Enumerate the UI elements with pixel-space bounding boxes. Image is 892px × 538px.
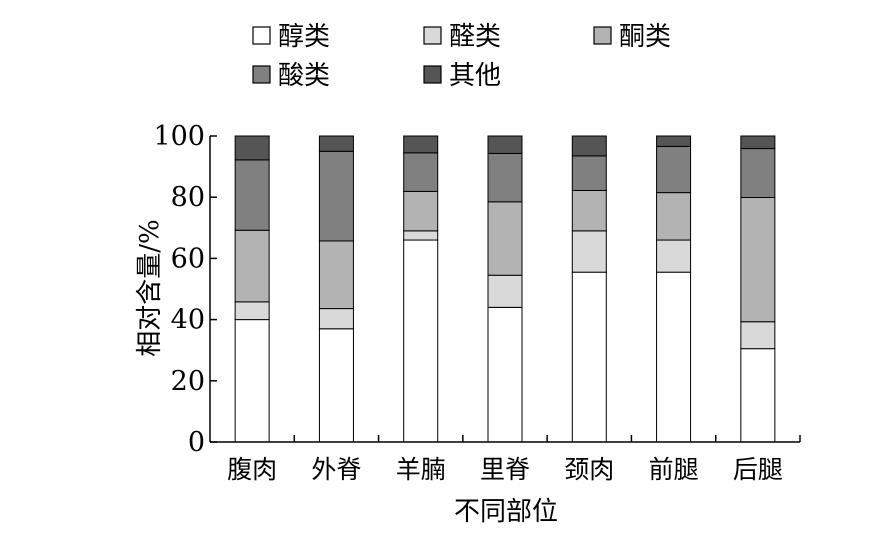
bar-segment-7-4 bbox=[740, 148, 776, 199]
bar-segment-4-5 bbox=[487, 135, 523, 154]
legend-swatch bbox=[252, 26, 271, 45]
bar-segment-1-2 bbox=[234, 301, 270, 321]
x-tick-label: 外脊 bbox=[311, 455, 361, 484]
bar-segment-2-3 bbox=[318, 240, 354, 310]
legend-item-2: 醛类 bbox=[423, 22, 501, 52]
bar-segment-1-5 bbox=[234, 135, 270, 161]
legend-swatch bbox=[423, 65, 442, 84]
y-tick-label: 20 bbox=[171, 366, 205, 397]
bar-segment-5-4 bbox=[571, 155, 607, 191]
bar-segment-5-1 bbox=[571, 271, 607, 443]
legend-swatch bbox=[423, 26, 442, 45]
bar-segment-3-4 bbox=[403, 152, 439, 192]
bar-segment-5-2 bbox=[571, 230, 607, 273]
bar-segment-4-3 bbox=[487, 201, 523, 276]
bar-segment-1-1 bbox=[234, 319, 270, 443]
y-tick-label: 80 bbox=[171, 182, 205, 213]
plot-area bbox=[234, 135, 776, 443]
legend-item-1: 醇类 bbox=[252, 22, 330, 52]
x-tick-label: 前腿 bbox=[649, 455, 699, 484]
legend-label: 酮类 bbox=[619, 22, 671, 52]
bar-segment-7-5 bbox=[740, 135, 776, 150]
legend-swatch bbox=[252, 65, 271, 84]
bar-segment-7-1 bbox=[740, 348, 776, 443]
bar-segment-1-4 bbox=[234, 159, 270, 231]
legend-label: 其他 bbox=[449, 61, 501, 91]
bar-segment-6-3 bbox=[656, 192, 692, 241]
x-axis-title: 不同部位 bbox=[454, 497, 558, 527]
y-axis-title: 相对含量/% bbox=[135, 219, 165, 356]
bar-segment-2-5 bbox=[318, 135, 354, 152]
bar-segment-3-1 bbox=[403, 239, 439, 443]
bar-segment-5-5 bbox=[571, 135, 607, 157]
x-tick-label: 里脊 bbox=[480, 455, 530, 484]
bar-segment-3-5 bbox=[403, 135, 439, 154]
x-tick-label: 后腿 bbox=[733, 455, 783, 484]
y-tick-label: 40 bbox=[171, 305, 205, 336]
legend-item-4: 酸类 bbox=[252, 61, 330, 91]
bar-segment-4-2 bbox=[487, 274, 523, 308]
y-tick-label: 60 bbox=[171, 243, 205, 274]
y-axis: 0 20 40 60 80 100 bbox=[153, 121, 217, 458]
bar-segment-7-3 bbox=[740, 197, 776, 323]
x-tick-label: 羊腩 bbox=[396, 455, 446, 484]
y-tick-label: 0 bbox=[188, 427, 205, 458]
legend-item-3: 酮类 bbox=[593, 22, 671, 52]
legend-swatch bbox=[593, 26, 612, 45]
bar-segment-4-4 bbox=[487, 152, 523, 203]
bar-segment-3-2 bbox=[403, 230, 439, 241]
bar-segment-3-3 bbox=[403, 190, 439, 232]
bar-segment-1-3 bbox=[234, 229, 270, 303]
bar-segment-7-2 bbox=[740, 321, 776, 350]
bar-segment-6-2 bbox=[656, 239, 692, 273]
legend-label: 醛类 bbox=[449, 22, 501, 52]
x-tick-label: 颈肉 bbox=[564, 455, 614, 484]
bar-segment-5-3 bbox=[571, 189, 607, 232]
x-axis: 腹肉 外脊 羊腩 里脊 颈肉 前腿 后腿 bbox=[210, 435, 801, 484]
legend-item-5: 其他 bbox=[423, 61, 501, 91]
bar-segment-4-1 bbox=[487, 306, 523, 443]
bar-segment-6-1 bbox=[656, 271, 692, 443]
bar-segment-6-4 bbox=[656, 145, 692, 194]
bar-segment-6-5 bbox=[656, 135, 692, 147]
bar-segment-2-4 bbox=[318, 150, 354, 242]
y-tick-label: 100 bbox=[153, 121, 205, 152]
x-tick-label: 腹肉 bbox=[227, 455, 277, 484]
bar-segment-2-2 bbox=[318, 308, 354, 330]
legend-label: 醇类 bbox=[278, 22, 330, 52]
legend-label: 酸类 bbox=[278, 61, 330, 91]
bar-segment-2-1 bbox=[318, 328, 354, 443]
